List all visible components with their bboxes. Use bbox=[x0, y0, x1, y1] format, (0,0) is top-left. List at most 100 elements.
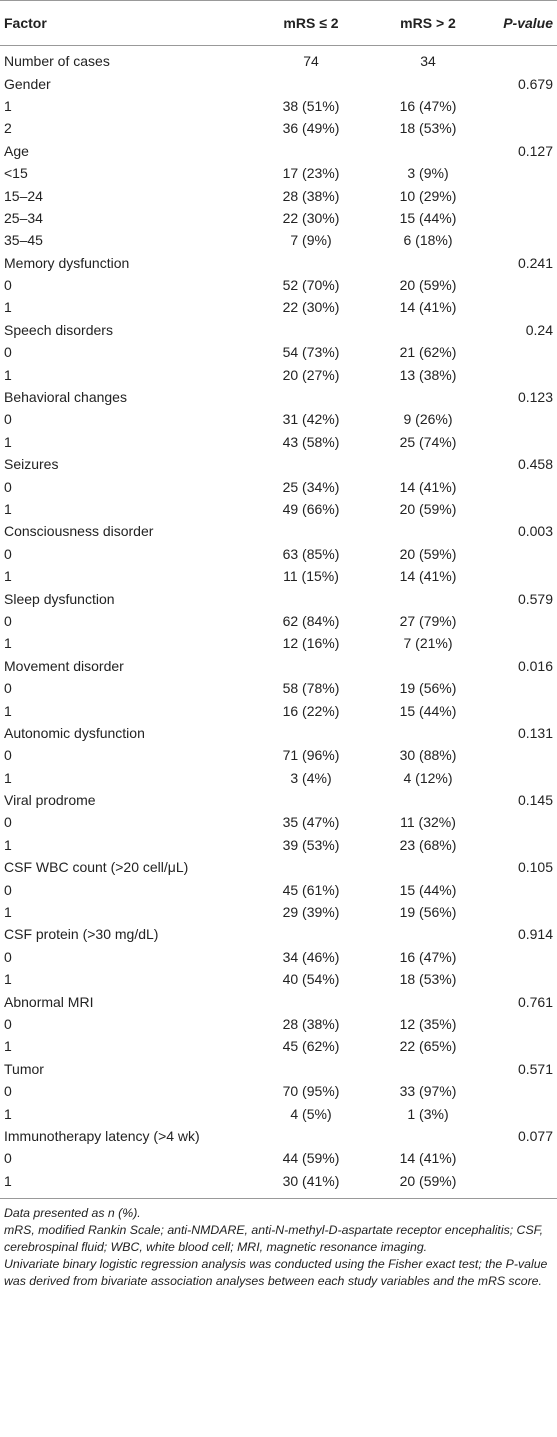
table-body: Number of cases 74 34 Gender 0.679 1 38 (51%) 1… bbox=[0, 46, 557, 1199]
table-row: 1 12 (16%) 7 (21%) bbox=[0, 632, 557, 654]
table-cell: 15 (44%) bbox=[399, 881, 457, 898]
table-cell: 0 bbox=[4, 478, 12, 495]
table-cell: 12 (35%) bbox=[399, 1015, 457, 1032]
table-cell: 74 bbox=[303, 53, 319, 70]
table-cell: 20 (27%) bbox=[282, 366, 340, 383]
table-cell: 52 (70%) bbox=[282, 277, 340, 294]
table-cell bbox=[489, 207, 557, 229]
table-cell: Number of cases bbox=[4, 53, 110, 70]
table-cell bbox=[367, 520, 489, 542]
table-cell bbox=[489, 901, 557, 923]
table-cell: 35–45 bbox=[4, 232, 43, 249]
table-cell: 25 (74%) bbox=[399, 433, 457, 450]
table-cell: 15 (44%) bbox=[399, 209, 457, 226]
table-cell bbox=[367, 923, 489, 945]
table-cell: 11 (15%) bbox=[283, 568, 339, 585]
table-cell bbox=[489, 878, 557, 900]
table-row: CSF protein (>30 mg/dL) 0.914 bbox=[0, 923, 557, 945]
table-cell: 9 (26%) bbox=[403, 411, 453, 428]
table-cell: 0 bbox=[4, 814, 12, 831]
table-row: Viral prodrome 0.145 bbox=[0, 789, 557, 811]
table-row: 0 34 (46%) 16 (47%) bbox=[0, 946, 557, 968]
table-cell: 18 (53%) bbox=[399, 971, 457, 988]
table-cell bbox=[489, 834, 557, 856]
table-cell bbox=[367, 587, 489, 609]
table-row: 35–45 7 (9%) 6 (18%) bbox=[0, 229, 557, 251]
table-row: Seizures 0.458 bbox=[0, 453, 557, 475]
table-cell: 0.914 bbox=[517, 926, 553, 943]
table-cell bbox=[367, 1125, 489, 1147]
table-row: 0 62 (84%) 27 (79%) bbox=[0, 610, 557, 632]
table-cell: 1 bbox=[4, 836, 12, 853]
table-row: Speech disorders 0.24 bbox=[0, 319, 557, 341]
table-cell: 71 (96%) bbox=[282, 747, 340, 764]
table-cell: 0 bbox=[4, 277, 12, 294]
table-cell: 0.127 bbox=[517, 142, 553, 159]
table-cell: 0.679 bbox=[517, 75, 553, 92]
table-cell bbox=[489, 744, 557, 766]
table-row: 0 28 (38%) 12 (35%) bbox=[0, 1013, 557, 1035]
table-cell: Gender bbox=[4, 75, 51, 92]
table-cell: CSF WBC count (>20 cell/μL) bbox=[4, 859, 189, 876]
table-cell bbox=[255, 990, 367, 1012]
table-cell: 1 bbox=[4, 433, 12, 450]
table-cell bbox=[255, 856, 367, 878]
table-cell: 34 bbox=[420, 53, 436, 70]
table-cell: 10 (29%) bbox=[399, 187, 457, 204]
footnote: mRS, modified Rankin Scale; anti-NMDARE,… bbox=[4, 1222, 543, 1254]
table-cell bbox=[489, 184, 557, 206]
table-row: Number of cases 74 34 bbox=[0, 46, 557, 73]
header-row: Factor mRS ≤ 2 mRS > 2 P-value bbox=[0, 0, 557, 46]
table-cell: 0.24 bbox=[525, 321, 553, 338]
table-cell bbox=[489, 1147, 557, 1169]
table-cell bbox=[255, 1125, 367, 1147]
table-row: 0 71 (96%) 30 (88%) bbox=[0, 744, 557, 766]
table-cell: 0.579 bbox=[517, 590, 553, 607]
table-row: CSF WBC count (>20 cell/μL) 0.105 bbox=[0, 856, 557, 878]
data-table: Factor mRS ≤ 2 mRS > 2 P-value Number of ca… bbox=[0, 0, 557, 1199]
table-cell: 0 bbox=[4, 612, 12, 629]
table-cell: 13 (38%) bbox=[399, 366, 457, 383]
table-cell: 45 (62%) bbox=[282, 1038, 340, 1055]
table-cell: 1 bbox=[0, 1169, 255, 1199]
table-cell bbox=[255, 1058, 367, 1080]
table-row: 2 36 (49%) 18 (53%) bbox=[0, 117, 557, 139]
table-cell: 1 bbox=[4, 366, 12, 383]
table-cell: 16 (47%) bbox=[399, 948, 457, 965]
table-cell: 0 bbox=[4, 411, 12, 428]
table-cell: 0 bbox=[4, 948, 12, 965]
table-cell bbox=[489, 543, 557, 565]
table-cell: 19 (56%) bbox=[399, 680, 457, 697]
table-row: 1 16 (22%) 15 (44%) bbox=[0, 699, 557, 721]
table-cell: 15–24 bbox=[4, 187, 43, 204]
table-cell bbox=[489, 811, 557, 833]
table-cell: 0.458 bbox=[517, 456, 553, 473]
table-cell bbox=[367, 1058, 489, 1080]
table-row: Sleep dysfunction 0.579 bbox=[0, 587, 557, 609]
table-cell bbox=[367, 453, 489, 475]
table-cell: 1 (3%) bbox=[407, 1105, 449, 1122]
table-cell: 0.123 bbox=[517, 389, 553, 406]
table-cell: 22 (30%) bbox=[282, 209, 340, 226]
table-cell: 0.131 bbox=[517, 724, 553, 741]
table-cell: 33 (97%) bbox=[399, 1083, 457, 1100]
footnote: Univariate binary logistic regression an… bbox=[4, 1256, 548, 1288]
table-cell: 1 bbox=[4, 1105, 12, 1122]
table-cell: 0 bbox=[4, 344, 12, 361]
table-cell: 25 (34%) bbox=[282, 478, 340, 495]
table-cell bbox=[489, 610, 557, 632]
table-row: 0 54 (73%) 21 (62%) bbox=[0, 341, 557, 363]
table-cell: 14 (41%) bbox=[399, 478, 457, 495]
table-cell bbox=[489, 1169, 557, 1199]
table-cell bbox=[489, 767, 557, 789]
table-cell: Speech disorders bbox=[4, 321, 113, 338]
table-cell: 23 (68%) bbox=[399, 836, 457, 853]
table-cell: <15 bbox=[4, 165, 28, 182]
table-cell bbox=[489, 117, 557, 139]
table-cell: 63 (85%) bbox=[282, 545, 340, 562]
table-cell bbox=[255, 252, 367, 274]
table-cell: 1 bbox=[4, 501, 12, 517]
table-cell bbox=[367, 856, 489, 878]
table-cell bbox=[489, 363, 557, 385]
